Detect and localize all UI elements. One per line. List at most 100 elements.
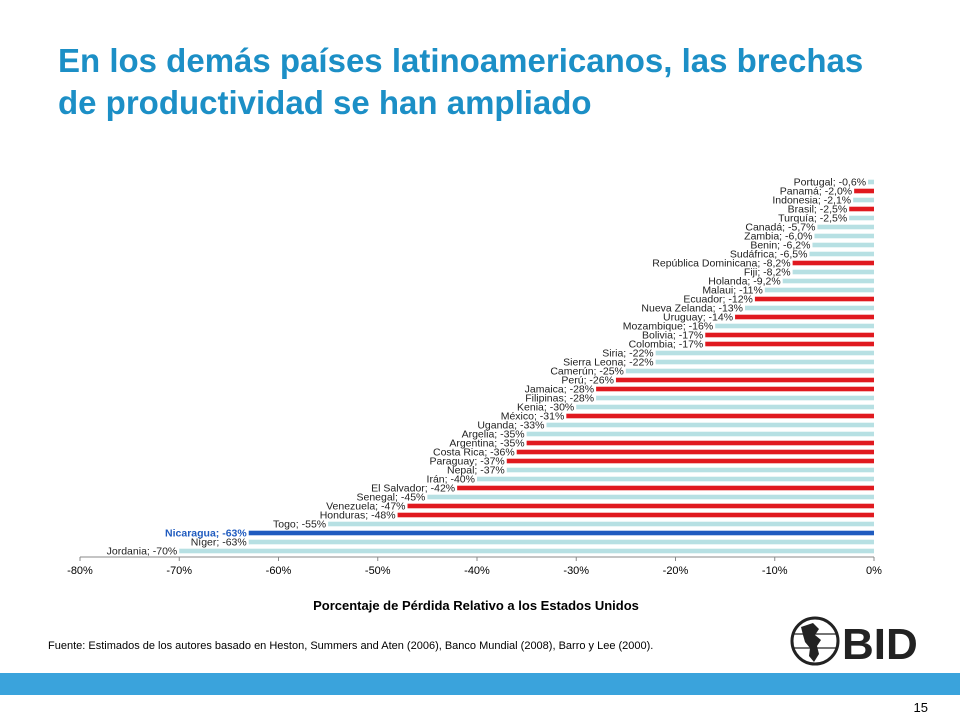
x-tick-label: -60% [266,565,292,577]
bar-niger [248,539,875,545]
x-tick-label: -20% [663,565,689,577]
bar-el-salvador [457,485,874,491]
bar-argentina [526,440,874,446]
x-tick-label: -50% [365,565,391,577]
bar-label-kenia: Kenia; -30% [517,402,574,414]
bar-canada [817,224,874,230]
bar-togo [328,521,874,527]
bar-label-panama: Panamá; -2,0% [780,186,852,198]
bar-mexico [566,413,874,419]
x-tick-label: -40% [464,565,490,577]
source-note: Fuente: Estimados de los autores basado … [48,640,654,652]
x-axis: -80% -70% -60% -50% -40% -30% -20% -10% 0% [67,556,882,577]
bar-nicaragua [248,530,875,536]
bar-label-filipinas: Filipinas; -28% [525,393,594,405]
bar-nepal [506,467,874,473]
bar-filipinas [596,395,874,401]
bar-label-paraguay: Paraguay; -37% [429,456,504,468]
bar-label-bolivia: Bolivia; -17% [642,330,703,342]
bar-label-niger: Níger; -63% [191,537,247,549]
bar-label-senegal: Senegal; -45% [356,492,425,504]
bar-camerun [625,368,874,374]
bar-sudafrica [809,251,874,257]
bar-label-jordania: Jordania; -70% [107,546,178,558]
bar-indonesia [853,197,874,203]
bar-label-iran: Irán; -40% [427,474,475,486]
bar-brasil [849,206,874,212]
x-axis-title: Porcentaje de Pérdida Relativo a los Est… [313,598,639,613]
bar-fiji [792,269,874,275]
bar-jordania [179,548,874,554]
bar-label-ecuador: Ecuador; -12% [683,294,752,306]
bar-jamaica [596,386,874,392]
logo-text: BID [842,620,918,669]
bar-label-nueva-zelanda: Nueva Zelanda; -13% [641,303,743,315]
bar-uruguay [735,314,874,320]
bar-argelia [526,431,874,437]
bar-nueva-zelanda [744,305,874,311]
x-tick-label: -70% [166,565,192,577]
bar-label-republica-dominicana: República Dominicana; -8,2% [652,258,790,270]
bar-mozambique [715,323,874,329]
bar-label-zambia: Zambia; -6,0% [744,231,812,243]
bar-label-argelia: Argelia; -35% [462,429,525,441]
page-number: 15 [913,700,928,715]
footer-bar [0,673,960,695]
bar-label-camerun: Camerún; -25% [550,366,624,378]
bars-layer [179,179,875,554]
bar-peru [615,377,874,383]
bar-benin [812,242,874,248]
bar-uganda [546,422,874,428]
bar-label-honduras: Honduras; -48% [320,510,396,522]
bar-label-mexico: México; -31% [501,411,565,423]
x-tick-label: -30% [563,565,589,577]
bar-sierra-leona [655,359,874,365]
bar-panama [854,188,874,194]
x-tick-label: -10% [762,565,788,577]
bar-label-portugal: Portugal; -0,6% [794,177,866,189]
bar-iran [477,476,874,482]
bar-kenia [576,404,874,410]
productivity-gap-bar-chart: Portugal; -0,6%Panamá; -2,0%Indonesia; -… [67,177,882,614]
bar-turquia [849,215,874,221]
bar-malaui [764,287,874,293]
bar-label-mozambique: Mozambique; -16% [623,321,713,333]
bar-label-indonesia: Indonesia; -2,1% [772,195,851,207]
x-tick-label: 0% [866,565,882,577]
bar-label-el-salvador: El Salvador; -42% [371,483,455,495]
bar-label-togo: Togo; -55% [273,519,326,531]
x-tick-label: -80% [67,565,93,577]
bar-costa-rica [516,449,874,455]
globe-icon [790,616,840,666]
bar-label-argentina: Argentina; -35% [449,438,524,450]
bar-label-fiji: Fiji; -8,2% [744,267,791,279]
bar-label-uruguay: Uruguay; -14% [663,312,733,324]
bar-label-malaui: Malaui; -11% [702,285,763,297]
bar-label-canada: Canadá; -5,7% [745,222,815,234]
bar-labels-layer: Portugal; -0,6%Panamá; -2,0%Indonesia; -… [107,177,866,558]
bar-senegal [427,494,874,500]
bar-label-holanda: Holanda; -9,2% [708,276,780,288]
bar-bolivia [705,332,874,338]
bar-label-brasil: Brasil; -2,5% [788,204,848,216]
bar-label-sierra-leona: Sierra Leona; -22% [563,357,653,369]
bar-label-benin: Benin; -6,2% [750,240,810,252]
bar-honduras [397,512,874,518]
bar-republica-dominicana [792,260,874,266]
bar-label-turquia: Turquía; -2,5% [778,213,847,225]
bar-label-nepal: Nepal; -37% [447,465,505,477]
bar-label-venezuela: Venezuela; -47% [326,501,405,513]
bar-label-uganda: Uganda; -33% [477,420,544,432]
bar-colombia [705,341,874,347]
bar-label-siria: Siria; -22% [602,348,653,360]
bar-label-peru: Perú; -26% [561,375,614,387]
bar-zambia [814,233,874,239]
bar-holanda [782,278,874,284]
bar-label-costa-rica: Costa Rica; -36% [433,447,515,459]
bar-label-jamaica: Jamaica; -28% [525,384,594,396]
bar-siria [655,350,874,356]
bar-label-sudafrica: Sudáfrica; -6,5% [730,249,808,261]
bar-venezuela [407,503,874,509]
bid-logo: BID [790,616,918,669]
bar-ecuador [754,296,874,302]
